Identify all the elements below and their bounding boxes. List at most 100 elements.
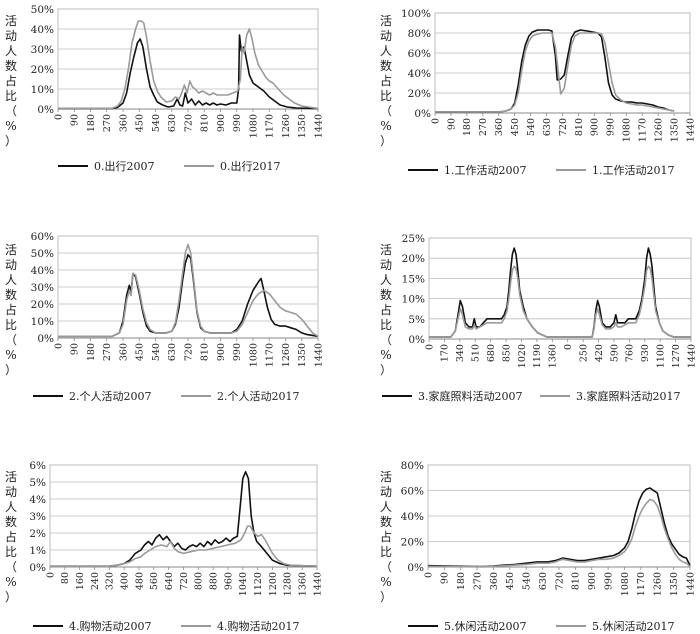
x-tick-label: 1440 xyxy=(685,118,696,142)
legend: 0.出行2007 0.出行2017 xyxy=(58,158,307,174)
x-tick-label: 590 xyxy=(609,344,620,362)
x-tick-label: 1440 xyxy=(685,572,696,596)
x-tick-label: 170 xyxy=(440,344,451,362)
legend-item-2007: 2.个人活动2007 xyxy=(33,388,152,404)
x-tick-label: 680 xyxy=(486,344,497,362)
x-tick-label: 420 xyxy=(594,344,605,362)
x-tick-label: 450 xyxy=(135,114,146,132)
x-tick-label: 1100 xyxy=(656,344,667,368)
x-tick-label: 1440 xyxy=(313,343,324,367)
x-tick-label: 960 xyxy=(223,572,234,590)
x-tick-label: 1190 xyxy=(532,344,543,368)
y-tick-label: 2% xyxy=(29,528,46,540)
x-tick-label: 450 xyxy=(135,343,146,361)
y-tick-label: 20% xyxy=(402,253,425,265)
x-tick-label: 900 xyxy=(587,572,598,590)
x-tick-label: 900 xyxy=(216,343,227,361)
y-axis-label: 活动人数占比（%） xyxy=(4,14,17,148)
x-tick-label: 720 xyxy=(554,572,565,590)
y-tick-label: 6% xyxy=(29,460,46,472)
x-tick-label: 80 xyxy=(60,572,71,584)
x-tick-label: 270 xyxy=(478,118,489,136)
x-tick-label: 1270 xyxy=(671,344,682,368)
y-tick-label: 0% xyxy=(407,562,424,574)
legend-label-2017: 4.购物活动2017 xyxy=(217,620,300,633)
x-tick-label: 450 xyxy=(505,572,516,590)
legend: 1.工作活动2007 1.工作活动2017 xyxy=(408,162,700,178)
legend-swatch-2007 xyxy=(408,625,438,627)
x-tick-label: 270 xyxy=(102,114,113,132)
x-tick-label: 250 xyxy=(578,344,589,362)
chart-panel-leisure: 活动人数占比（%） 0% 20% 40% 60% 80% 0 90 180 270 360 450 5… xyxy=(350,422,700,633)
x-tick-label: 900 xyxy=(590,118,601,136)
x-tick-label: 1260 xyxy=(653,118,664,142)
y-tick-label: 40% xyxy=(31,24,54,36)
x-tick-label: 340 xyxy=(455,344,466,362)
legend-swatch-2007 xyxy=(408,169,438,171)
x-tick-label: 0 xyxy=(430,118,441,124)
x-tick-label: 360 xyxy=(489,572,500,590)
plot-frame xyxy=(57,8,319,110)
y-tick-label: 3% xyxy=(29,511,46,523)
legend-swatch-2017 xyxy=(556,169,586,171)
y-tick-label: 1% xyxy=(29,545,46,557)
x-tick-label: 1440 xyxy=(313,114,324,138)
y-tick-label: 0% xyxy=(37,104,54,116)
x-tick-label: 630 xyxy=(542,118,553,136)
x-tick-label: 990 xyxy=(606,118,617,136)
x-tick-label: 1170 xyxy=(265,114,276,138)
x-tick-label: 320 xyxy=(105,572,116,590)
x-tick-label: 1080 xyxy=(248,343,259,367)
x-tick-label: 1040 xyxy=(238,572,249,596)
legend-item-2017: 2.个人活动2017 xyxy=(181,388,300,404)
x-tick-label: 90 xyxy=(70,114,81,126)
y-tick-label: 20% xyxy=(408,88,431,100)
y-tick-label: 40% xyxy=(401,511,424,523)
legend-label-2007: 2.个人活动2007 xyxy=(69,390,152,403)
x-tick-label: 240 xyxy=(90,572,101,590)
legend-label-2007: 5.休闲活动2007 xyxy=(444,620,527,633)
x-tick-label: 1170 xyxy=(636,572,647,596)
line-chart: 0% 20% 40% 60% 80% 100% 0 90 180 270 360 450 540 630 7… xyxy=(401,8,696,142)
y-tick-label: 20% xyxy=(401,537,424,549)
x-tick-label: 1170 xyxy=(265,343,276,367)
legend-swatch-2007 xyxy=(58,165,88,167)
x-tick-label: 360 xyxy=(118,114,129,132)
x-tick-label: 450 xyxy=(510,118,521,136)
x-tick-label: 180 xyxy=(462,118,473,136)
y-axis-label: 活动人数占比（%） xyxy=(379,243,392,377)
x-tick-label: 800 xyxy=(194,572,205,590)
x-tick-label: 1080 xyxy=(622,118,633,142)
y-axis-label: 活动人数占比（%） xyxy=(4,243,17,377)
x-tick-label: 810 xyxy=(571,572,582,590)
legend-label-2017: 5.休闲活动2017 xyxy=(592,620,675,633)
x-tick-label: 760 xyxy=(625,344,636,362)
x-tick-label: 850 xyxy=(501,344,512,362)
y-axis-label: 活动人数占比（%） xyxy=(379,470,392,604)
x-tick-label: 630 xyxy=(167,343,178,361)
y-tick-label: 40% xyxy=(31,265,54,277)
legend: 4.购物活动2007 4.购物活动2017 xyxy=(33,618,326,634)
line-chart: 0% 20% 40% 60% 80% 0 90 180 270 360 450 540 630 720 81… xyxy=(401,460,697,596)
y-tick-label: 0% xyxy=(414,108,431,120)
y-tick-label: 60% xyxy=(401,486,424,498)
x-tick-label: 0 xyxy=(53,343,64,349)
y-tick-label: 30% xyxy=(31,282,54,294)
x-tick-label: 1260 xyxy=(281,343,292,367)
x-tick-label: 1350 xyxy=(669,572,680,596)
x-tick-label: 540 xyxy=(151,343,162,361)
y-tick-label: 30% xyxy=(31,44,54,56)
chart-panel-personal: 活动人数占比（%） 0% 10% 20% 30% 40% 50% 60% 0 90 180 270 3… xyxy=(0,211,350,422)
x-tick-label: 360 xyxy=(494,118,505,136)
legend-item-2017: 3.家庭照料活动2017 xyxy=(540,388,681,404)
series-line-2017 xyxy=(58,243,319,338)
series-line-2007 xyxy=(427,487,691,568)
legend-swatch-2017 xyxy=(556,625,586,627)
x-tick-label: 1350 xyxy=(669,118,680,142)
x-tick-label: 270 xyxy=(102,343,113,361)
y-tick-label: 10% xyxy=(31,316,54,328)
legend-item-2017: 5.休闲活动2017 xyxy=(556,618,675,634)
series-line-2017 xyxy=(429,265,691,338)
x-tick-label: 270 xyxy=(472,572,483,590)
x-tick-label: 0 xyxy=(563,344,574,350)
